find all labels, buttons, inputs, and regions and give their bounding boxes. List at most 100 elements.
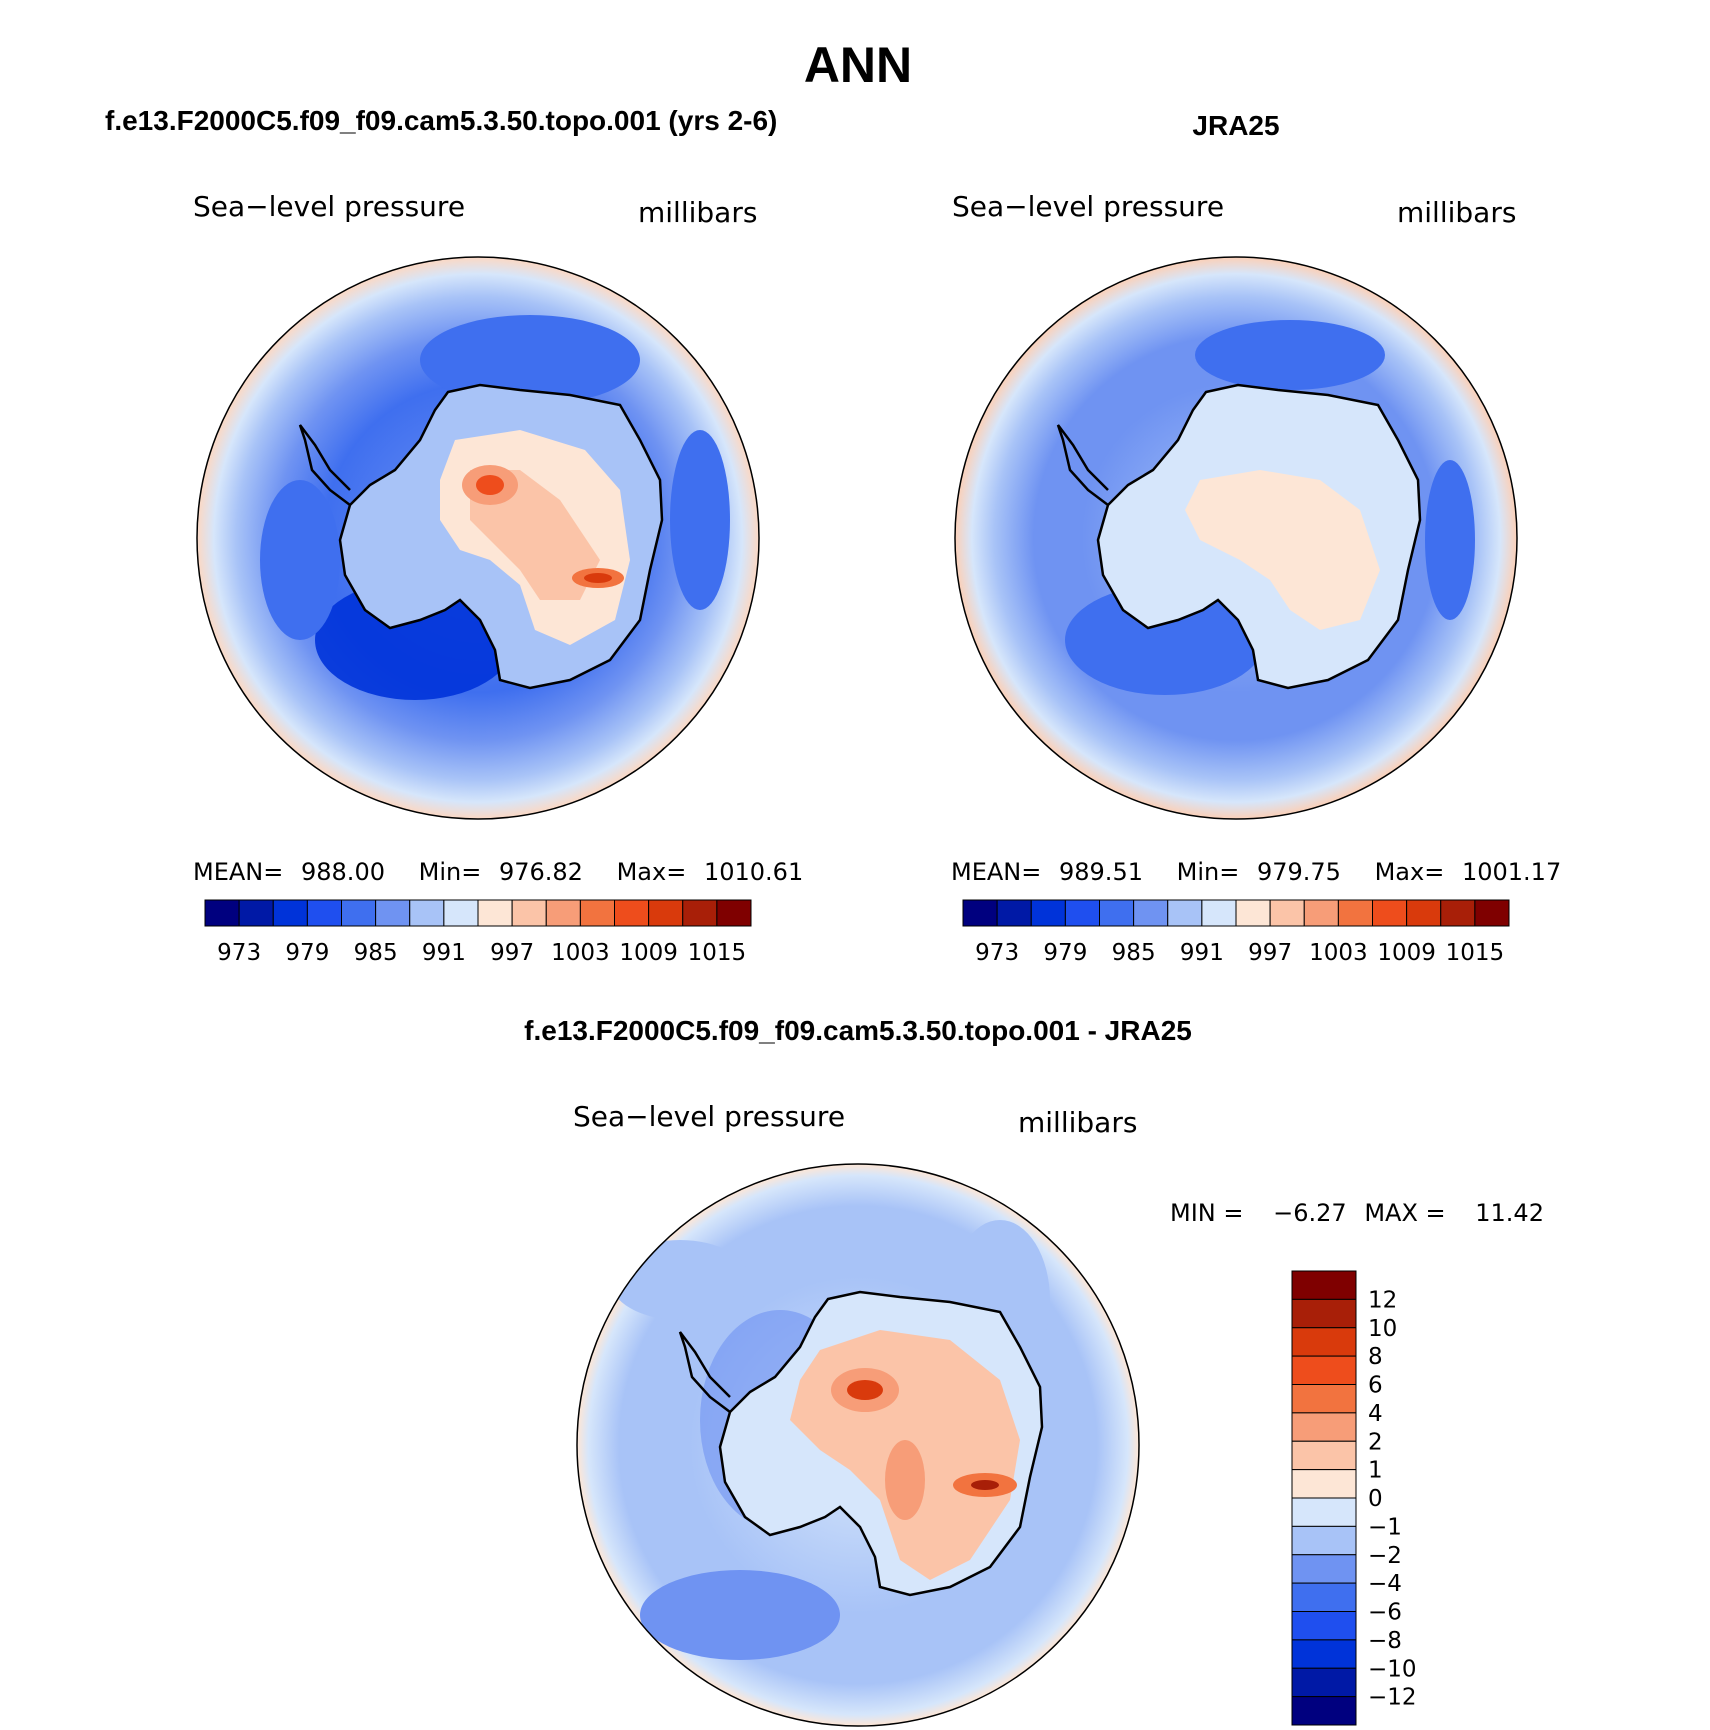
high-pressure-core [476, 475, 504, 495]
max-value: 1001.17 [1462, 858, 1561, 886]
trough-region [1195, 320, 1385, 390]
colorbar-tick-label: 1015 [1446, 940, 1505, 966]
stats-diff: MIN = −6.27 MAX = 11.42 [1170, 1199, 1544, 1227]
trough-region [420, 315, 640, 405]
colorbar-tick-label: 10 [1368, 1316, 1397, 1342]
colorbar-tick-label: 1 [1368, 1458, 1383, 1484]
colorbar-tick-label: −6 [1368, 1600, 1402, 1626]
max-label: MAX = [1364, 1199, 1445, 1227]
colorbar-swatch [1406, 899, 1442, 927]
colorbar-swatch [238, 899, 274, 927]
colorbar-tick-label: 973 [975, 940, 1019, 966]
units-label-diff: millibars [1018, 1106, 1137, 1139]
colorbar-swatch [272, 899, 308, 927]
colorbar-model [204, 899, 752, 927]
units-label-model: millibars [638, 196, 757, 229]
colorbar-swatch [375, 899, 411, 927]
colorbar-swatch [1291, 1327, 1357, 1357]
polar-map-obs [955, 257, 1517, 819]
max-label: Max= [1375, 858, 1445, 886]
map-boundary [196, 256, 760, 820]
stats-model: MEAN= 988.00 Min= 976.82 Max= 1010.61 [193, 858, 803, 886]
min-value: 979.75 [1257, 858, 1341, 886]
colorbar-swatch [682, 899, 718, 927]
antarctic-peninsula [298, 424, 351, 506]
colorbar-tick-label: 1009 [619, 940, 678, 966]
colorbar-labels-model: 973 979 985 991 997 1003 1009 1015 [217, 940, 746, 966]
case-title-obs: JRA25 [1192, 110, 1279, 141]
colorbar-swatch [996, 899, 1032, 927]
colorbar-tick-label: 1003 [551, 940, 610, 966]
colorbar-swatch [1291, 1440, 1357, 1471]
colorbar-swatch [1291, 1639, 1357, 1669]
colorbar-obs [962, 899, 1510, 927]
colorbar-tick-label: 4 [1368, 1401, 1383, 1427]
colorbar-swatch [1291, 1696, 1357, 1726]
trough-region [670, 430, 730, 610]
colorbar-tick-label: 0 [1368, 1486, 1383, 1512]
colorbar-swatch [443, 899, 479, 927]
colorbar-swatch [341, 899, 377, 927]
units-label-obs: millibars [1397, 196, 1516, 229]
min-value: −6.27 [1273, 1199, 1347, 1227]
max-label: Max= [617, 858, 687, 886]
colorbar-tick-label: 979 [1043, 940, 1087, 966]
stats-obs: MEAN= 989.51 Min= 979.75 Max= 1001.17 [951, 858, 1561, 886]
positive-anomaly-core [847, 1380, 883, 1400]
colorbar-tick-label: 8 [1368, 1344, 1383, 1370]
colorbar-swatch [1291, 1497, 1357, 1527]
colorbar-swatch [648, 899, 684, 927]
colorbar-diff [1291, 1270, 1357, 1726]
colorbar-tick-label: 2 [1368, 1429, 1383, 1455]
trough-region [1425, 460, 1475, 620]
polar-map-model [197, 257, 759, 819]
colorbar-swatch [1291, 1355, 1357, 1385]
colorbar-tick-label: −2 [1368, 1543, 1402, 1569]
colorbar-tick-label: 979 [285, 940, 329, 966]
colorbar-swatch [614, 899, 650, 927]
positive-anomaly-core [885, 1440, 925, 1520]
max-value: 1010.61 [704, 858, 803, 886]
max-value: 11.42 [1475, 1199, 1544, 1227]
colorbar-swatch [1291, 1469, 1357, 1499]
colorbar-swatch [511, 899, 547, 927]
min-label: Min= [1177, 858, 1240, 886]
colorbar-swatch [545, 899, 581, 927]
min-label: MIN = [1170, 1199, 1243, 1227]
high-pressure-region [1185, 470, 1380, 630]
colorbar-swatch [1440, 899, 1476, 927]
trough-region [1065, 585, 1265, 695]
colorbar-swatch [1269, 899, 1305, 927]
colorbar-swatch [1291, 1270, 1357, 1300]
colorbar-tick-label: −10 [1368, 1656, 1417, 1682]
colorbar-swatch [1064, 899, 1100, 927]
colorbar-swatch [1372, 899, 1408, 927]
mean-label: MEAN= [951, 858, 1041, 886]
colorbar-swatch [579, 899, 615, 927]
colorbar-tick-label: 973 [217, 940, 261, 966]
colorbar-tick-label: 1015 [688, 940, 747, 966]
min-label: Min= [419, 858, 482, 886]
colorbar-tick-label: −8 [1368, 1628, 1402, 1654]
colorbar-tick-label: 991 [422, 940, 466, 966]
panel-diff: f.e13.F2000C5.f09_f09.cam5.3.50.topo.001… [524, 1015, 1544, 1727]
colorbar-swatch [204, 899, 240, 927]
colorbar-swatch [1291, 1667, 1357, 1698]
colorbar-swatch [1099, 899, 1135, 927]
colorbar-swatch [1201, 899, 1237, 927]
colorbar-swatch [1235, 899, 1271, 927]
colorbar-tick-label: 997 [490, 940, 534, 966]
case-title-model: f.e13.F2000C5.f09_f09.cam5.3.50.topo.001… [105, 105, 777, 136]
mean-label: MEAN= [193, 858, 283, 886]
colorbar-swatch [1303, 899, 1339, 927]
mean-value: 988.00 [301, 858, 385, 886]
high-pressure-core [584, 573, 612, 583]
colorbar-tick-label: −4 [1368, 1571, 1402, 1597]
colorbar-tick-label: 1003 [1309, 940, 1368, 966]
colorbar-tick-label: 12 [1368, 1287, 1397, 1313]
colorbar-labels-obs: 973 979 985 991 997 1003 1009 1015 [975, 940, 1504, 966]
colorbar-tick-label: 991 [1180, 940, 1224, 966]
panel-obs: JRA25 Sea−level pressure millibars MEAN=… [951, 110, 1561, 966]
polar-map-diff [577, 1164, 1139, 1726]
